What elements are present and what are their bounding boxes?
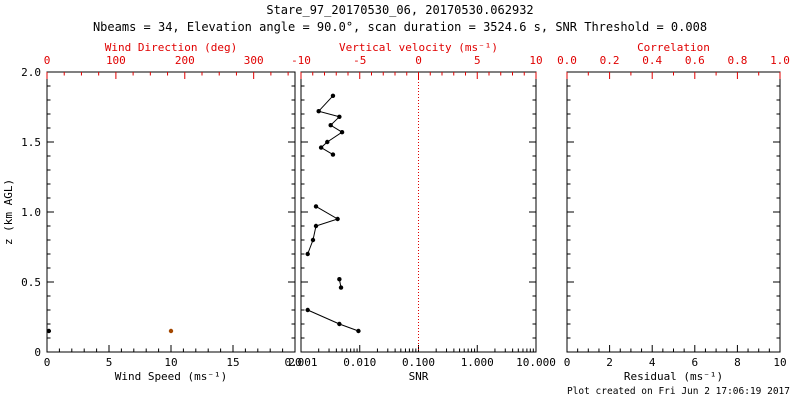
plot-frame <box>46 71 296 353</box>
top-tick-label: 0.6 <box>685 54 705 67</box>
snr-profile-line <box>307 205 339 255</box>
x-tick-label: 0 <box>44 356 51 369</box>
x-tick-label: 10 <box>773 356 786 369</box>
x-tick-label: 10 <box>164 356 177 369</box>
snr-profile-point <box>330 152 336 157</box>
x-tick-label: 1.000 <box>461 356 494 369</box>
snr-profile-point <box>328 123 333 128</box>
snr-profile-point <box>316 109 321 114</box>
plot-frame <box>566 71 781 353</box>
top-tick-label: 0 <box>44 54 51 67</box>
x-tick-label: 4 <box>649 356 656 369</box>
x-tick-label: 15 <box>226 356 239 369</box>
x-tick-label: 8 <box>734 356 741 369</box>
snr-profile-point <box>305 307 310 313</box>
snr-profile-point <box>313 204 319 209</box>
x-tick-label: 0.100 <box>402 356 435 369</box>
x-tick-label: 20 <box>288 356 301 369</box>
snr-profile-point <box>337 321 342 327</box>
top-tick-label: 200 <box>175 54 195 67</box>
top-tick-label: 0.8 <box>727 54 747 67</box>
top-tick-label: 0 <box>415 54 422 67</box>
y-tick-label: 1.5 <box>21 136 41 149</box>
x-tick-label: 2 <box>606 356 613 369</box>
top-tick-label: -10 <box>291 54 311 67</box>
x-tick-label: 0 <box>564 356 571 369</box>
x-axis-title: Residual (ms⁻¹) <box>624 370 723 383</box>
top-tick-label: 300 <box>244 54 264 67</box>
top-tick-label: -5 <box>353 54 366 67</box>
x-tick-label: 5 <box>106 356 113 369</box>
snr-profile-point <box>337 277 342 282</box>
wind-speed-point <box>46 328 52 334</box>
top-tick-label: 0.0 <box>557 54 577 67</box>
snr-profile-point <box>337 114 342 120</box>
footer-timestamp: Plot created on Fri Jun 2 17:06:19 2017 <box>567 386 790 397</box>
snr-profile-point <box>335 216 340 222</box>
y-axis-title: z (km AGL) <box>2 179 15 245</box>
top-tick-label: 10 <box>529 54 542 67</box>
snr-panel: 0.001 0.010 0.100 1.000 10.000 -10 -5 0 5 10 SNR Ve… <box>284 41 555 383</box>
top-axis-title: Vertical velocity (ms⁻¹) <box>339 41 498 54</box>
residual-panel: 0 2 4 6 8 10 0.0 0.2 0.4 0.6 0.8 1.0 Residual (ms⁻¹)… <box>557 41 790 383</box>
x-tick-label: 10.000 <box>516 356 556 369</box>
snr-profile-point <box>310 237 316 243</box>
top-tick-label: 0.2 <box>600 54 620 67</box>
top-axis-title: Wind Direction (deg) <box>105 41 237 54</box>
snr-profile-point <box>313 223 319 229</box>
y-tick-label: 2.0 <box>21 66 41 79</box>
x-tick-label: 6 <box>691 356 698 369</box>
y-tick-label: 0 <box>34 346 41 359</box>
top-tick-label: 0.4 <box>642 54 662 67</box>
y-tick-label: 0.5 <box>21 276 41 289</box>
wind-direction-point <box>168 328 174 334</box>
x-axis-title: SNR <box>409 370 429 383</box>
x-tick-label: 0.010 <box>343 356 376 369</box>
page-title: Stare_97_20170530_06, 20170530.062932 <box>266 3 533 17</box>
snr-profile-point <box>339 130 345 135</box>
snr-profile-line <box>307 309 359 332</box>
top-tick-label: 100 <box>106 54 126 67</box>
y-tick-label: 1.0 <box>21 206 41 219</box>
top-tick-label: 5 <box>474 54 481 67</box>
snr-profile-point <box>330 93 336 99</box>
snr-profile-point <box>318 145 324 150</box>
page-subtitle: Nbeams = 34, Elevation angle = 90.0°, sc… <box>93 20 707 34</box>
x-axis-title: Wind Speed (ms⁻¹) <box>115 370 228 383</box>
snr-profile-point <box>338 285 344 290</box>
snr-profile-point <box>305 251 310 257</box>
top-axis-title: Correlation <box>637 41 710 54</box>
x-tick-label: 0.001 <box>284 356 317 369</box>
snr-profile-point <box>325 139 330 145</box>
top-tick-label: 1.0 <box>770 54 790 67</box>
snr-profile-point <box>356 328 361 334</box>
